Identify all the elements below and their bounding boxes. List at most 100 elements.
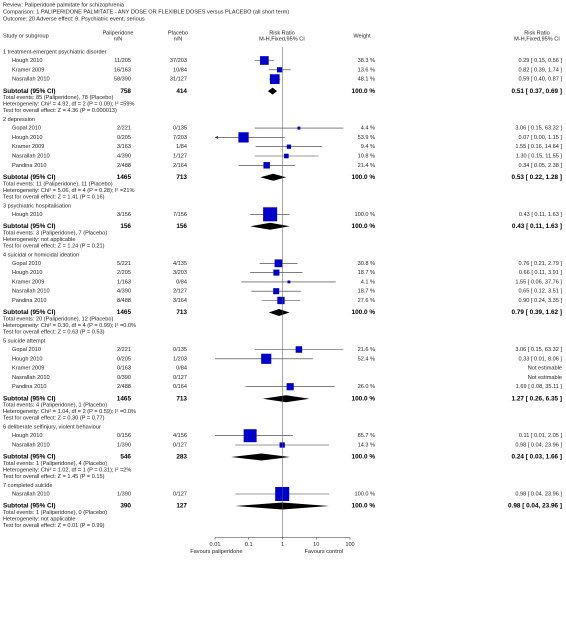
effect-text: 1.55 [ 0.16, 14.64 ] — [515, 144, 562, 150]
study-box — [263, 162, 270, 169]
experimental-events: 2/221 — [117, 126, 131, 132]
study-box — [243, 429, 257, 443]
effect-text: 0.98 [ 0.04, 23.96 ] — [515, 442, 562, 448]
x-label-left: Favours paliperidone — [190, 549, 242, 555]
study-name: Nasrallah 2010 — [12, 289, 50, 295]
x-tick-label: 100 — [345, 542, 354, 548]
weight: 10.8 % — [358, 153, 375, 159]
weight: 21.6 % — [358, 347, 375, 353]
overall-effect: Test for overall effect: Z = 0.63 (P = 0… — [3, 329, 105, 335]
weight: 100.0 % — [354, 212, 375, 218]
subtotal-diamond — [267, 87, 278, 95]
subtotal-experimental: 1465 — [117, 395, 132, 402]
subtotal-experimental: 758 — [120, 88, 131, 95]
study-name: Hough 2010 — [12, 356, 42, 362]
effect-text: 0.11 [ 0.01, 2.05 ] — [519, 433, 563, 439]
subtotal-weight: 100.0 % — [352, 395, 376, 402]
study-box — [287, 280, 291, 284]
control-events: 10/84 — [173, 67, 187, 73]
study-name: Kramer 2009 — [12, 144, 44, 150]
weight: 30.8 % — [358, 261, 375, 267]
subtotal-effect-text: 1.27 [ 0.26, 6.35 ] — [512, 395, 562, 402]
subtotal-experimental: 390 — [120, 503, 131, 510]
subgroup-title: 7 completed suicide — [3, 483, 52, 489]
subtotal-control: 414 — [176, 88, 187, 95]
subtotal-weight: 100.0 % — [352, 503, 376, 510]
control-events: 2/164 — [173, 163, 187, 169]
subtotal-weight: 100.0 % — [352, 223, 376, 230]
control-events: 0/84 — [176, 366, 187, 372]
subtotal-label: Subtotal (95% CI) — [3, 395, 56, 402]
subgroup-title: 3 psychiatric hospitalisation — [3, 203, 71, 209]
experimental-events: 0/390 — [117, 375, 131, 381]
column-header: M-H,Fixed,95% CI — [259, 36, 305, 42]
heterogeneity: Heterogeneity: not applicable — [3, 516, 75, 522]
column-header: M-H,Fixed,95% CI — [514, 36, 560, 42]
overall-effect: Test for overall effect: Z = 4.36 (P = 0… — [3, 108, 117, 114]
control-events: 0/127 — [173, 442, 187, 448]
weight: 100.0 % — [354, 491, 375, 497]
effect-text: 1.30 [ 0.15, 11.55 ] — [516, 153, 563, 159]
study-name: Nasrallah 2010 — [12, 77, 50, 83]
control-events: 2/127 — [173, 289, 187, 295]
study-box — [273, 269, 280, 276]
study-box — [286, 144, 292, 149]
column-header: Risk Ratio — [269, 30, 295, 36]
study-box — [277, 296, 285, 305]
effect-text: 1.55 [ 0.06, 37.76 ] — [515, 279, 562, 285]
study-box — [238, 132, 249, 143]
weight: 9.4 % — [361, 144, 375, 150]
study-box — [275, 487, 290, 501]
experimental-events: 1/163 — [117, 279, 131, 285]
effect-text: 3.06 [ 0.15, 63.32 ] — [515, 126, 562, 132]
comparison: Comparison: 1 PALIPERIDONE PALMITATE - A… — [3, 9, 289, 15]
study-name: Pandina 2010 — [12, 163, 47, 169]
effect-text: 0.29 [ 0.15, 0.56 ] — [518, 58, 562, 64]
total-events: Total events: 1 (Paliperidone), 0 (Place… — [3, 510, 107, 516]
column-header: Study or subgroup — [3, 33, 49, 39]
weight: 52.4 % — [358, 356, 375, 362]
study-name: Pandina 2010 — [12, 298, 47, 304]
study-name: Nasrallah 2010 — [12, 491, 50, 497]
effect-text: 0.34 [ 0.05, 2.38 ] — [518, 163, 562, 169]
study-box — [260, 56, 269, 65]
experimental-events: 1/390 — [117, 442, 131, 448]
study-name: Hough 2010 — [12, 58, 42, 64]
effect-text: 0.33 [ 0.01, 8.06 ] — [518, 356, 562, 362]
study-box — [286, 383, 294, 391]
experimental-events: 16/163 — [114, 67, 131, 73]
subtotal-label: Subtotal (95% CI) — [3, 174, 56, 181]
subtotal-effect-text: 0.53 [ 0.22, 1.28 ] — [512, 174, 562, 181]
subgroup-title: 5 suicide attempt — [3, 338, 46, 344]
overall-effect: Test for overall effect: Z = 0.01 (P = 0… — [3, 523, 105, 529]
subtotal-diamond — [260, 173, 287, 181]
subtotal-label: Subtotal (95% CI) — [3, 88, 56, 95]
weight: 85.7 % — [358, 433, 375, 439]
column-header: Risk Ratio — [524, 30, 550, 36]
control-events: 0/127 — [173, 491, 187, 497]
weight: 4.4 % — [361, 126, 375, 132]
overall-effect: Test for overall effect: Z = 1.41 (P = 0… — [3, 194, 105, 200]
control-events: 1/203 — [173, 356, 187, 362]
subgroup-title: 1 treatment-emergent psychiatric disorde… — [3, 49, 107, 55]
review: Review: Paliperidone palmitate for schiz… — [3, 2, 125, 8]
study-box — [297, 126, 301, 130]
subtotal-effect-text: 0.98 [ 0.04, 23.96 ] — [508, 503, 562, 510]
study-name: Kramer 2009 — [12, 67, 44, 73]
control-events: 37/203 — [170, 58, 187, 64]
subtotal-experimental: 1465 — [117, 309, 132, 316]
subtotal-diamond — [250, 222, 290, 230]
study-name: Pandina 2010 — [12, 384, 47, 390]
experimental-events: 2/488 — [117, 384, 131, 390]
subtotal-label: Subtotal (95% CI) — [3, 454, 56, 461]
heterogeneity: Heterogeneity: Chi² = 4.92, df = 2 (P = … — [3, 102, 134, 108]
subtotal-weight: 100.0 % — [352, 309, 376, 316]
subtotal-control: 713 — [176, 309, 187, 316]
study-name: Gopal 2010 — [12, 347, 41, 353]
experimental-events: 11/205 — [114, 58, 131, 64]
weight: 48.1 % — [358, 77, 375, 83]
x-tick-label: 0.1 — [245, 542, 253, 548]
effect-text: 0.43 [ 0.11, 1.63 ] — [519, 212, 563, 218]
subtotal-control: 713 — [176, 174, 187, 181]
